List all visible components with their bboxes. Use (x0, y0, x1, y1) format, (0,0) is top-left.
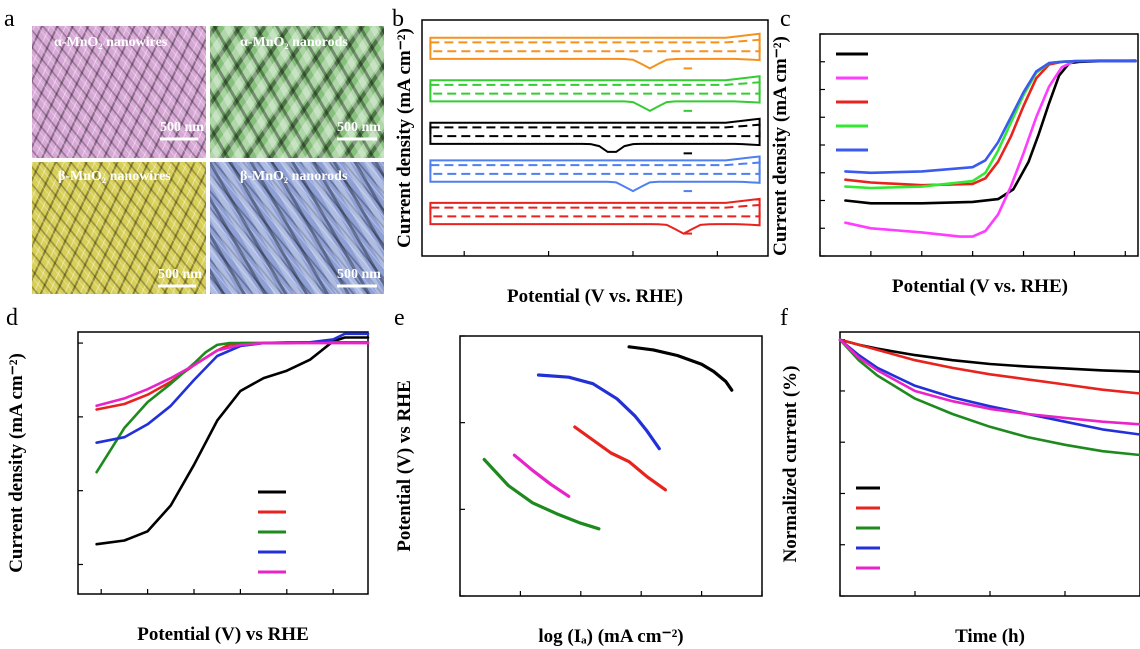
plot-area (78, 332, 370, 594)
series-line-mno (838, 338, 1140, 457)
panel-b-cv-chart: Potential (V vs. RHE) Current density (m… (394, 19, 769, 307)
cv-dashed-mno-nanowires (429, 123, 761, 138)
series-line-mno-nanorods (844, 59, 1137, 175)
sem-texture (210, 162, 384, 294)
panel-e-tafel-chart: log (Iₐ) (mA cm⁻²) Potential (V) vs RHE (394, 335, 763, 647)
y-axis-label: Normalized current (%) (780, 366, 801, 563)
sem-scale: 500 nm (158, 267, 202, 282)
x-axis-label: Potential (V vs. RHE) (507, 286, 683, 307)
cv-solid-mno-nanowires (429, 117, 761, 153)
plot-area (819, 33, 1137, 257)
series-line-mno (838, 338, 1140, 436)
y-axis-label: Potential (V) vs RHE (394, 380, 415, 552)
x-axis-label: Time (h) (955, 626, 1025, 647)
plot-area (429, 32, 761, 256)
sem-image-beta-nanorods: β-MnO₂ nanorods 500 nm (210, 162, 384, 294)
sem-image-alpha-nanowires: α-MnO₂ nanowires 500 nm (32, 26, 206, 158)
sem-scale: 500 nm (337, 120, 381, 135)
series-line-mno-nanowires (844, 59, 1137, 238)
x-axis-label: Potential (V vs. RHE) (892, 276, 1068, 297)
sem-label: β-MnO₂ nanorods (240, 169, 348, 184)
panel-label-b: b (392, 6, 404, 32)
panel-f-stability-chart: Time (h) Normalized current (%) (780, 331, 1140, 647)
sem-scale: 500 nm (160, 120, 204, 135)
panel-label-a: a (4, 6, 15, 32)
plot-frame (459, 335, 763, 597)
series-line-mno (536, 373, 661, 451)
cv-solid-mno-nanorods (429, 75, 761, 113)
sem-texture (32, 26, 206, 158)
sem-texture (210, 26, 384, 158)
series-line-20-wt-pt-c (844, 59, 1137, 205)
panel-a-sem-images: α-MnO₂ nanowires 500 nm α-MnO₂ nanorods … (32, 26, 384, 294)
sem-image-alpha-nanorods: α-MnO₂ nanorods 500 nm (210, 26, 384, 158)
cv-solid-mno-nanowires (429, 32, 761, 70)
panel-label-d: d (6, 305, 18, 331)
series-line-mno (95, 341, 370, 474)
series-line-mno (838, 338, 1140, 395)
sem-label: α-MnO₂ nanorods (240, 35, 348, 50)
panel-label-c: c (780, 6, 791, 32)
panel-d-lsv-chart: Potential (V) vs RHE Current density (mA… (6, 331, 370, 645)
series-line-mno (573, 425, 668, 492)
sem-image-beta-nanowires: β-MnO₂ nanowires 500 nm (32, 162, 206, 294)
panel-label-e: e (394, 305, 405, 331)
sem-label: β-MnO₂ nanowires (58, 169, 171, 184)
series-line-mno (95, 336, 370, 546)
series-line-mno (482, 457, 601, 531)
x-axis-label: log (Iₐ) (mA cm⁻²) (538, 626, 683, 647)
cv-dashed-mno-nanowires (429, 38, 761, 53)
plot-frame (421, 19, 769, 257)
y-axis-label: Current density (mA cm⁻²) (770, 36, 791, 256)
cv-solid-mno-nanorods (429, 155, 761, 193)
y-axis-label: Current density (mA cm⁻²) (394, 28, 415, 248)
series-line-mno (512, 453, 571, 498)
plot-frame (819, 33, 1139, 257)
series-line-mno (95, 332, 370, 445)
cv-dashed-20-wt-pt-c (429, 203, 761, 218)
panel-c-lsv-chart: Potential (V vs. RHE) Current density (m… (770, 33, 1139, 297)
series-line-mno (627, 345, 734, 392)
sem-texture (32, 162, 206, 294)
cv-dashed-mno-nanorods (429, 81, 761, 95)
panel-label-f: f (780, 305, 788, 331)
sem-scale: 500 nm (337, 267, 381, 282)
plot-area (459, 335, 763, 597)
cv-dashed-mno-nanorods (429, 161, 761, 175)
plot-frame (77, 331, 369, 595)
cv-solid-20-wt-pt-c (429, 197, 761, 235)
series-line-mno (838, 338, 1140, 426)
series-line-mno-nanowires (844, 59, 1137, 190)
series-line-mno (95, 341, 370, 408)
y-axis-label: Current density (mA cm⁻²) (6, 353, 27, 573)
plot-area (838, 338, 1140, 597)
series-line-mno (838, 338, 1140, 374)
x-axis-label: Potential (V) vs RHE (137, 624, 309, 645)
sem-label: α-MnO₂ nanowires (54, 35, 168, 50)
